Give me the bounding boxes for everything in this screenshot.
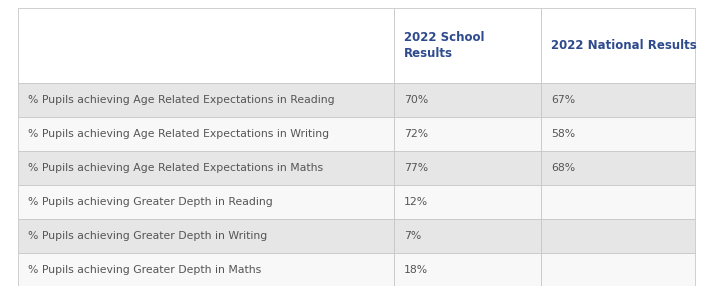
Bar bbox=[541, 151, 695, 185]
Bar bbox=[393, 253, 541, 286]
Bar bbox=[393, 219, 541, 253]
Text: % Pupils achieving Age Related Expectations in Maths: % Pupils achieving Age Related Expectati… bbox=[28, 163, 323, 173]
Bar bbox=[393, 185, 541, 219]
Text: 68%: 68% bbox=[552, 163, 576, 173]
Bar bbox=[541, 219, 695, 253]
Text: 58%: 58% bbox=[552, 129, 576, 139]
Bar bbox=[541, 253, 695, 286]
Text: 2022 National Results: 2022 National Results bbox=[552, 39, 697, 52]
Text: 12%: 12% bbox=[403, 197, 428, 207]
Bar bbox=[393, 151, 541, 185]
Bar bbox=[393, 83, 541, 117]
Text: 7%: 7% bbox=[403, 231, 421, 241]
Bar bbox=[18, 8, 393, 83]
Text: 18%: 18% bbox=[403, 265, 428, 275]
Bar bbox=[18, 117, 393, 151]
Bar bbox=[18, 83, 393, 117]
Bar bbox=[18, 185, 393, 219]
Text: % Pupils achieving Greater Depth in Writing: % Pupils achieving Greater Depth in Writ… bbox=[28, 231, 267, 241]
Text: 72%: 72% bbox=[403, 129, 428, 139]
Text: % Pupils achieving Age Related Expectations in Reading: % Pupils achieving Age Related Expectati… bbox=[28, 95, 335, 105]
Text: 70%: 70% bbox=[403, 95, 428, 105]
Text: % Pupils achieving Greater Depth in Reading: % Pupils achieving Greater Depth in Read… bbox=[28, 197, 273, 207]
Bar bbox=[541, 83, 695, 117]
Bar bbox=[18, 219, 393, 253]
Bar bbox=[393, 117, 541, 151]
Bar bbox=[541, 117, 695, 151]
Text: 67%: 67% bbox=[552, 95, 576, 105]
Bar bbox=[18, 151, 393, 185]
Bar bbox=[541, 8, 695, 83]
Bar bbox=[18, 253, 393, 286]
Text: % Pupils achieving Age Related Expectations in Writing: % Pupils achieving Age Related Expectati… bbox=[28, 129, 329, 139]
Text: 77%: 77% bbox=[403, 163, 428, 173]
Bar bbox=[541, 185, 695, 219]
Text: 2022 School
Results: 2022 School Results bbox=[403, 31, 484, 60]
Bar bbox=[393, 8, 541, 83]
Text: % Pupils achieving Greater Depth in Maths: % Pupils achieving Greater Depth in Math… bbox=[28, 265, 261, 275]
